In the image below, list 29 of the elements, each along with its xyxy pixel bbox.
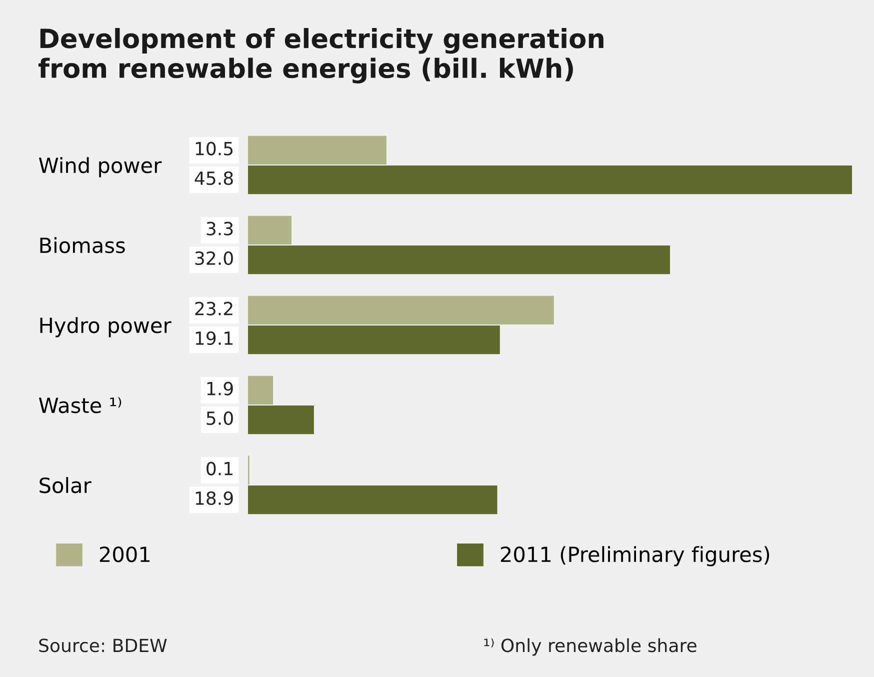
bar xyxy=(248,376,274,405)
y-tick-label: Solar xyxy=(40,477,92,494)
data-label: 0.1 xyxy=(206,462,232,476)
bar xyxy=(248,405,314,434)
legend-label: 2001 xyxy=(100,546,150,562)
chart-title: Development of electricity generation from renewable energies (bill. kWh) xyxy=(38,28,604,84)
bar xyxy=(248,296,554,325)
bar xyxy=(248,325,500,354)
data-label: 1.9 xyxy=(207,382,233,396)
text: ¹⁾ Only renewable share xyxy=(484,638,696,656)
y-tick-label: Hydro power xyxy=(40,317,172,338)
data-label: 19.1 xyxy=(196,331,232,346)
data-label: 10.5 xyxy=(196,142,233,156)
data-label: 5.0 xyxy=(206,411,233,426)
data-label: 3.3 xyxy=(206,222,233,236)
data-label: 18.9 xyxy=(196,491,233,506)
data-label: 32.0 xyxy=(195,251,233,266)
y-tick-label: Biomass xyxy=(40,237,125,254)
bar xyxy=(248,245,670,274)
bar xyxy=(248,165,852,194)
data-label: 45.8 xyxy=(194,171,233,186)
bar xyxy=(248,485,498,514)
bar xyxy=(248,136,386,165)
y-tick-label: Wind power xyxy=(38,157,162,178)
source-note: Source: BDEW xyxy=(39,638,167,652)
data-label: 23.2 xyxy=(195,302,232,316)
legend-label: 2011 (Preliminary figures) xyxy=(500,546,770,566)
y-tick-label: Waste ¹⁾ xyxy=(38,397,122,414)
bar xyxy=(248,216,292,245)
